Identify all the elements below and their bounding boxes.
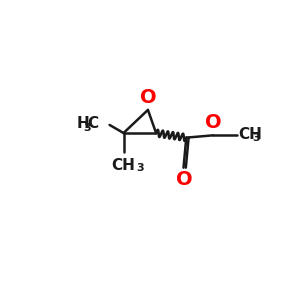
- Text: CH: CH: [238, 127, 262, 142]
- Text: C: C: [87, 116, 98, 131]
- Text: CH: CH: [112, 158, 136, 173]
- Text: O: O: [205, 113, 221, 132]
- Text: O: O: [140, 88, 156, 107]
- Text: 3: 3: [252, 133, 260, 143]
- Text: 3: 3: [83, 123, 91, 133]
- Text: H: H: [77, 116, 90, 131]
- Text: O: O: [176, 170, 193, 189]
- Text: 3: 3: [136, 163, 144, 172]
